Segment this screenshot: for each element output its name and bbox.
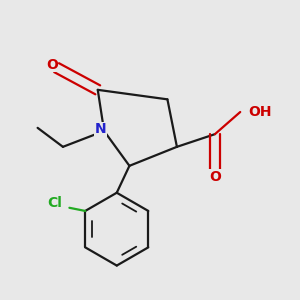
Text: N: N — [95, 122, 107, 136]
Text: O: O — [209, 170, 221, 184]
Text: Cl: Cl — [48, 196, 63, 210]
Text: OH: OH — [248, 105, 272, 119]
Text: O: O — [46, 58, 58, 71]
